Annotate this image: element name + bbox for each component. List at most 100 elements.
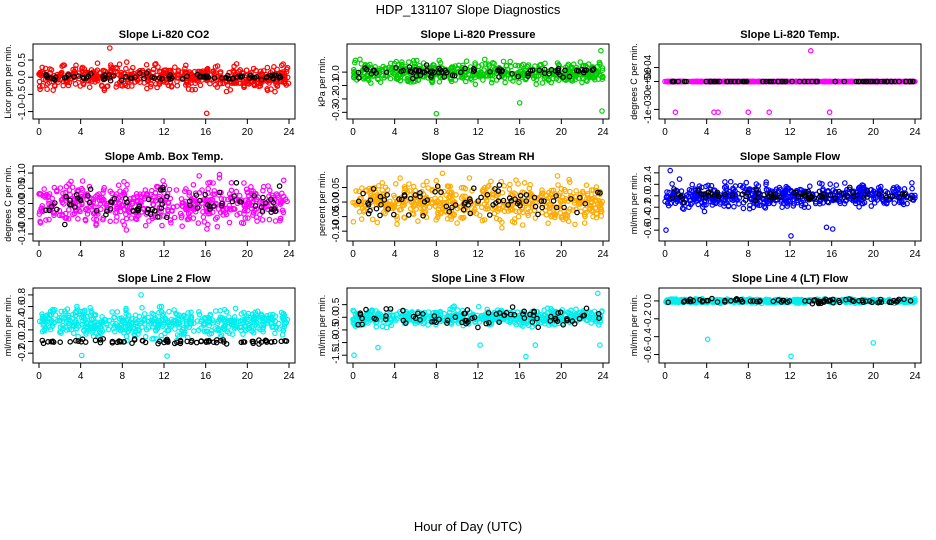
reference-point: [813, 78, 820, 85]
data-point: [37, 86, 43, 93]
data-point: [555, 182, 561, 188]
reference-point: [130, 208, 136, 214]
outlier-point: [826, 109, 833, 116]
reference-point: [65, 72, 72, 78]
y-tick-label: -0.05: [331, 205, 342, 228]
data-point: [542, 60, 548, 67]
reference-point: [355, 198, 362, 205]
data-point: [588, 320, 595, 326]
data-point: [282, 196, 289, 203]
data-point: [482, 206, 489, 212]
data-point: [124, 316, 131, 322]
y-tick-label: 0.00: [331, 192, 342, 212]
data-point: [725, 202, 732, 209]
data-point: [567, 313, 574, 320]
data-point: [484, 206, 491, 212]
data-point: [166, 308, 172, 315]
reference-point: [211, 75, 218, 81]
data-point: [97, 319, 104, 326]
data-point: [190, 215, 197, 221]
x-tick-label: 4: [78, 371, 84, 382]
data-point: [387, 75, 394, 82]
reference-point: [523, 192, 530, 198]
reference-point: [796, 78, 803, 85]
reference-point: [267, 196, 274, 203]
data-point: [689, 78, 696, 85]
data-point: [113, 64, 119, 71]
data-point: [369, 216, 376, 223]
reference-point: [383, 69, 390, 76]
data-point: [586, 195, 593, 202]
data-point: [179, 223, 186, 230]
data-point: [722, 179, 728, 185]
data-point: [413, 206, 419, 212]
reference-point: [278, 338, 285, 345]
data-point: [389, 313, 396, 319]
outlier-point: [667, 167, 674, 174]
reference-point: [196, 74, 203, 80]
data-point: [269, 311, 276, 318]
y-tick-label: -0.1: [331, 76, 342, 94]
data-point: [87, 304, 94, 311]
reference-point: [824, 199, 831, 205]
data-point: [50, 308, 57, 314]
data-points: [350, 170, 606, 231]
data-point: [73, 62, 79, 69]
reference-point: [206, 337, 212, 344]
data-point: [588, 187, 595, 193]
data-point: [147, 83, 154, 90]
data-point: [421, 309, 428, 316]
data-point: [515, 213, 522, 220]
data-point: [385, 204, 391, 210]
data-point: [509, 192, 516, 198]
data-point: [598, 213, 605, 219]
data-point: [558, 214, 565, 221]
data-point: [38, 72, 44, 79]
data-point: [66, 181, 72, 187]
data-point: [589, 207, 596, 214]
data-point: [80, 81, 87, 88]
data-point: [160, 311, 167, 317]
reference-point: [734, 78, 741, 85]
reference-point: [51, 77, 58, 83]
reference-point: [471, 67, 478, 73]
data-point: [116, 200, 123, 207]
data-point: [168, 84, 175, 90]
reference-point: [496, 310, 503, 316]
y-tick-label: 0.0: [331, 65, 342, 79]
x-tick-label: 16: [514, 127, 526, 138]
data-point: [139, 319, 145, 325]
reference-point: [432, 189, 438, 195]
data-point: [155, 325, 161, 332]
data-point: [491, 60, 497, 67]
reference-point: [779, 78, 785, 85]
data-point: [154, 84, 160, 91]
reference-point: [420, 213, 426, 219]
reference-point: [804, 78, 811, 85]
reference-point: [589, 67, 596, 73]
reference-point: [229, 198, 236, 205]
data-point: [373, 319, 379, 326]
data-point: [114, 214, 120, 220]
reference-point: [109, 339, 116, 346]
outlier-point: [745, 109, 752, 116]
data-point: [506, 186, 513, 193]
data-point: [260, 183, 267, 190]
data-point: [454, 307, 461, 313]
data-point: [581, 211, 588, 218]
data-point: [123, 305, 129, 312]
data-point: [277, 201, 284, 208]
data-point: [505, 208, 511, 214]
reference-point: [574, 209, 580, 216]
reference-point: [446, 208, 453, 215]
data-point: [583, 182, 590, 189]
data-point: [56, 212, 63, 219]
reference-point: [444, 320, 450, 326]
data-point: [205, 221, 211, 228]
data-point: [477, 69, 484, 76]
data-point: [238, 311, 245, 317]
data-point: [143, 326, 150, 333]
data-point: [584, 78, 590, 84]
data-point: [184, 70, 191, 76]
y-tick-label: -0.05: [17, 207, 28, 230]
